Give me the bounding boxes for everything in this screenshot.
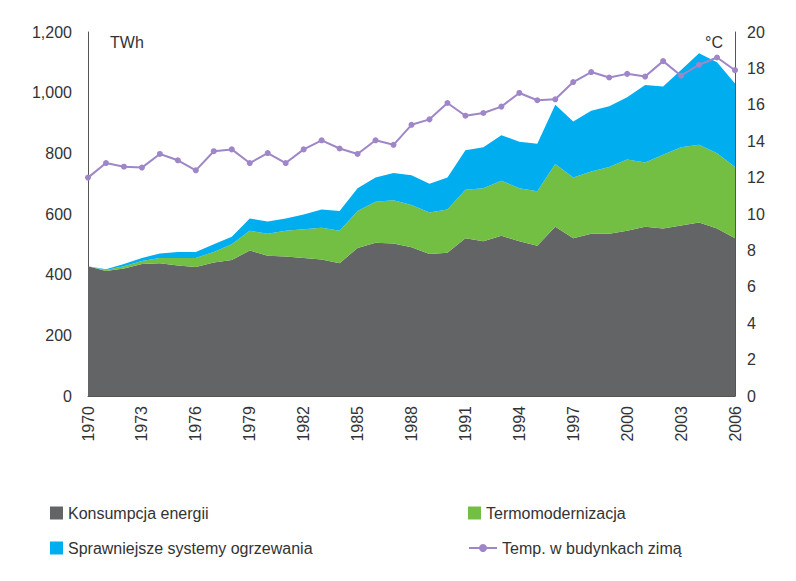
svg-text:TWh: TWh [110,34,144,51]
svg-text:1970: 1970 [80,406,97,442]
svg-text:Sprawniejsze systemy ogrzewani: Sprawniejsze systemy ogrzewania [68,540,313,557]
svg-text:800: 800 [45,145,72,162]
svg-text:1985: 1985 [349,406,366,442]
svg-text:0: 0 [63,388,72,405]
svg-text:1991: 1991 [457,406,474,442]
svg-text:1988: 1988 [403,406,420,442]
svg-text:1994: 1994 [511,406,528,442]
svg-text:600: 600 [45,206,72,223]
svg-text:18: 18 [747,60,765,77]
svg-text:2006: 2006 [727,406,744,442]
svg-text:2000: 2000 [619,406,636,442]
svg-text:200: 200 [45,327,72,344]
svg-text:1997: 1997 [565,406,582,442]
svg-text:1979: 1979 [241,406,258,442]
svg-text:1973: 1973 [133,406,150,442]
svg-text:2: 2 [747,351,756,368]
svg-text:2003: 2003 [673,406,690,442]
svg-text:1982: 1982 [295,406,312,442]
svg-text:Termomodernizacja: Termomodernizacja [486,505,626,522]
svg-text:6: 6 [747,278,756,295]
svg-text:16: 16 [747,96,765,113]
svg-text:12: 12 [747,169,765,186]
svg-text:400: 400 [45,266,72,283]
svg-text:20: 20 [747,24,765,41]
svg-text:8: 8 [747,242,756,259]
svg-text:Temp. w budynkach zimą: Temp. w budynkach zimą [502,540,682,557]
svg-text:0: 0 [747,388,756,405]
svg-text:1976: 1976 [187,406,204,442]
svg-text:1,000: 1,000 [32,84,72,101]
svg-text:°C: °C [705,34,723,51]
svg-text:4: 4 [747,315,756,332]
svg-text:1,200: 1,200 [32,24,72,41]
svg-text:10: 10 [747,206,765,223]
svg-text:14: 14 [747,133,765,150]
svg-text:Konsumpcja energii: Konsumpcja energii [68,505,209,522]
